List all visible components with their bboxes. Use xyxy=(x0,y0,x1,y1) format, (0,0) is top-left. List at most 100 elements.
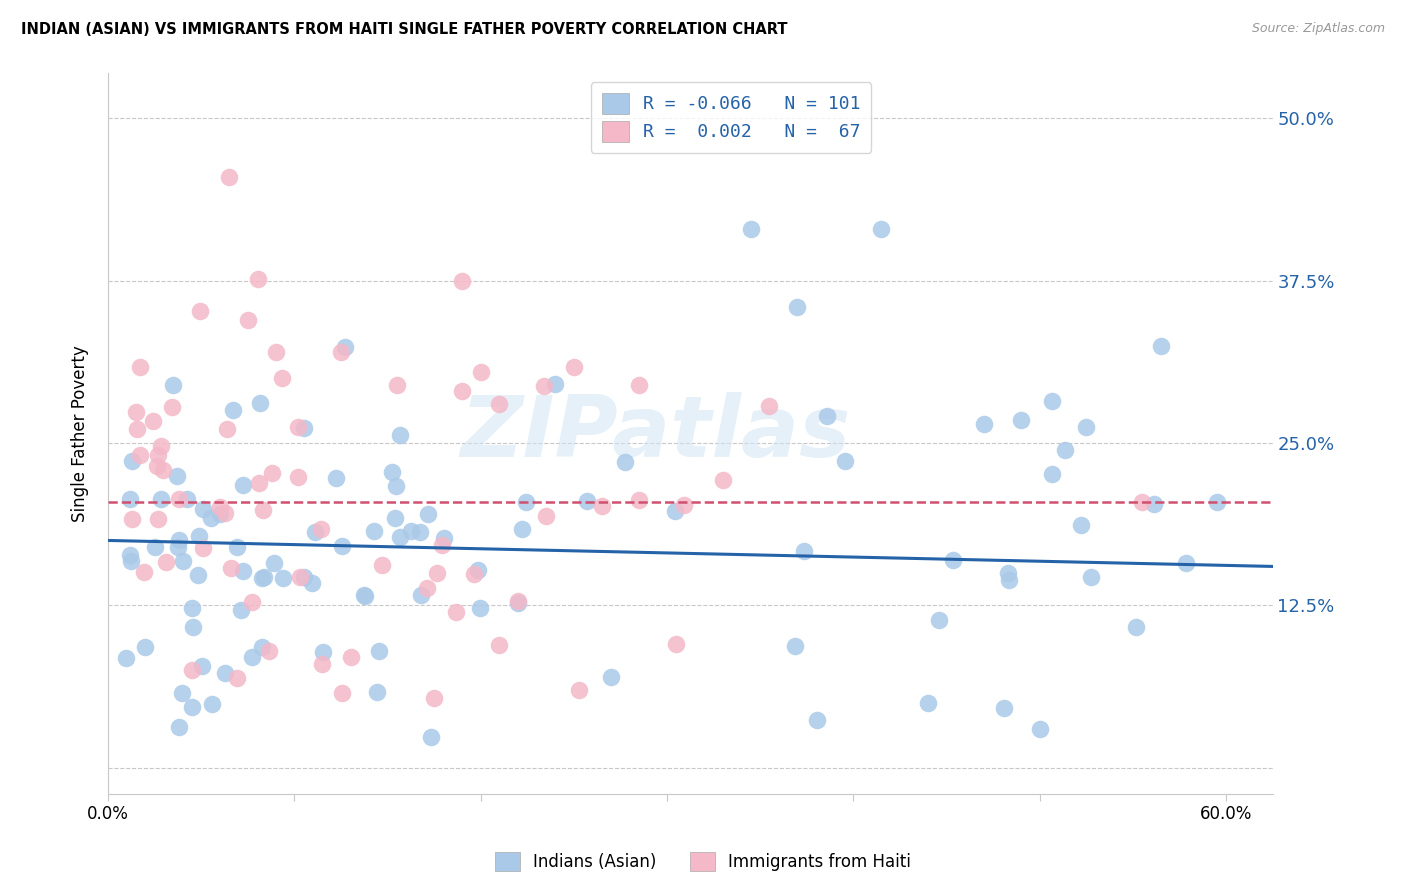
Point xyxy=(201,697,224,711)
Point xyxy=(200,511,222,525)
Point xyxy=(170,686,193,700)
Point xyxy=(311,657,333,671)
Point xyxy=(155,555,177,569)
Point xyxy=(1040,394,1063,409)
Point xyxy=(149,439,172,453)
Point xyxy=(263,557,285,571)
Point xyxy=(463,567,485,582)
Point xyxy=(215,422,238,436)
Point xyxy=(806,713,828,727)
Point xyxy=(467,563,489,577)
Point xyxy=(385,377,408,392)
Point xyxy=(167,720,190,734)
Point xyxy=(399,524,422,538)
Point xyxy=(409,588,432,602)
Point xyxy=(129,360,152,375)
Point xyxy=(430,538,453,552)
Point xyxy=(134,640,156,655)
Point xyxy=(533,379,555,393)
Point xyxy=(758,399,780,413)
Point xyxy=(193,502,215,516)
Point xyxy=(176,492,198,507)
Point xyxy=(169,533,191,548)
Point xyxy=(271,571,294,585)
Point xyxy=(219,561,242,575)
Point xyxy=(264,345,287,359)
Point xyxy=(591,499,613,513)
Point xyxy=(388,428,411,442)
Point xyxy=(167,491,190,506)
Point xyxy=(142,414,165,428)
Point xyxy=(510,522,533,536)
Point xyxy=(409,524,432,539)
Point xyxy=(236,312,259,326)
Point xyxy=(288,570,311,584)
Point xyxy=(416,581,439,595)
Point xyxy=(1053,442,1076,457)
Point xyxy=(385,479,408,493)
Point xyxy=(150,491,173,506)
Legend: R = -0.066   N = 101, R =  0.002   N =  67: R = -0.066 N = 101, R = 0.002 N = 67 xyxy=(591,82,872,153)
Point xyxy=(368,644,391,658)
Y-axis label: Single Father Poverty: Single Father Poverty xyxy=(72,345,89,522)
Point xyxy=(247,476,270,491)
Point xyxy=(134,565,156,579)
Point xyxy=(388,530,411,544)
Point xyxy=(997,574,1019,588)
Point xyxy=(312,645,335,659)
Point xyxy=(627,377,650,392)
Point xyxy=(568,682,591,697)
Point xyxy=(353,588,375,602)
Point xyxy=(240,595,263,609)
Point xyxy=(128,448,150,462)
Point xyxy=(214,506,236,520)
Point xyxy=(600,670,623,684)
Point xyxy=(1040,467,1063,482)
Point xyxy=(208,500,231,514)
Point xyxy=(181,699,204,714)
Point xyxy=(232,478,254,492)
Point xyxy=(834,454,856,468)
Point xyxy=(187,568,209,582)
Text: Source: ZipAtlas.com: Source: ZipAtlas.com xyxy=(1251,22,1385,36)
Point xyxy=(870,222,893,236)
Point xyxy=(260,466,283,480)
Point xyxy=(208,508,231,522)
Point xyxy=(115,651,138,665)
Point xyxy=(416,507,439,521)
Point xyxy=(515,495,537,509)
Point xyxy=(997,566,1019,580)
Point xyxy=(257,644,280,658)
Point xyxy=(330,685,353,699)
Point xyxy=(423,691,446,706)
Point xyxy=(470,365,492,379)
Point xyxy=(942,553,965,567)
Point xyxy=(332,540,354,554)
Point xyxy=(226,671,249,685)
Point xyxy=(665,637,688,651)
Point xyxy=(125,404,148,418)
Point xyxy=(304,525,326,540)
Point xyxy=(335,341,357,355)
Point xyxy=(381,466,404,480)
Point xyxy=(250,571,273,585)
Point xyxy=(446,606,468,620)
Point xyxy=(711,474,734,488)
Point xyxy=(354,589,377,603)
Point xyxy=(451,274,474,288)
Point xyxy=(253,570,276,584)
Point xyxy=(214,666,236,681)
Point xyxy=(1080,570,1102,584)
Point xyxy=(232,564,254,578)
Point xyxy=(221,403,243,417)
Point xyxy=(468,601,491,615)
Point xyxy=(329,345,352,359)
Point xyxy=(672,499,695,513)
Point xyxy=(146,448,169,462)
Point xyxy=(339,649,361,664)
Point xyxy=(1074,419,1097,434)
Point xyxy=(363,524,385,538)
Point xyxy=(1125,620,1147,634)
Point xyxy=(166,469,188,483)
Text: INDIAN (ASIAN) VS IMMIGRANTS FROM HAITI SINGLE FATHER POVERTY CORRELATION CHART: INDIAN (ASIAN) VS IMMIGRANTS FROM HAITI … xyxy=(21,22,787,37)
